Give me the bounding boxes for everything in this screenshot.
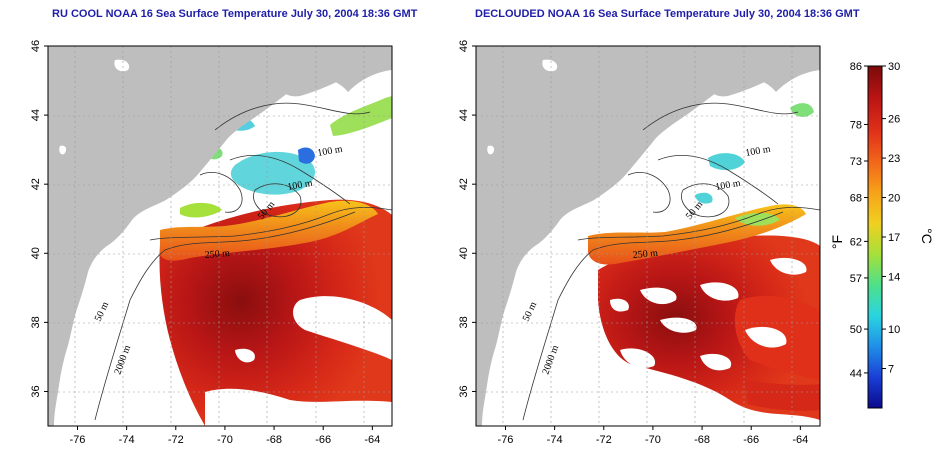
fahrenheit-tick-label: 68	[850, 193, 862, 205]
left-y-tick-label: 44	[30, 109, 42, 121]
right-cool-patch	[735, 212, 780, 226]
left-x-tick-label: -64	[364, 434, 380, 446]
fahrenheit-tick-label: 73	[850, 156, 862, 168]
left-cool-patch	[330, 96, 392, 136]
contour-label: 100 m	[317, 144, 344, 159]
left-x-tick-label: -68	[266, 434, 282, 446]
right-x-tick-label: -70	[645, 434, 661, 446]
left-land	[48, 46, 392, 426]
fahrenheit-unit-label: °F	[829, 235, 845, 249]
left-map-frame	[47, 45, 393, 427]
left-x-tick-label: -74	[119, 434, 135, 446]
left-map-panel: 100 m 100 m 50 m 250 m 50 m 2000 m -76 -7…	[30, 40, 393, 446]
colorbar-gradient	[867, 65, 883, 409]
left-warm-water	[159, 199, 392, 426]
right-y-tick-label: 40	[458, 247, 470, 259]
right-x-tick-label: -76	[498, 434, 514, 446]
right-cloud-gap	[620, 348, 656, 369]
right-x-tick-label: -66	[743, 434, 759, 446]
contour-label: 100 m	[745, 144, 772, 159]
right-y-tick-label: 38	[458, 316, 470, 328]
temperature-colorbar: 30 26 23 20 17 14 10 7 86 78 73 68 62 57 50 44 °F °C	[829, 61, 935, 409]
right-cloud-gap	[640, 287, 677, 305]
right-cool-patch	[695, 192, 713, 204]
celsius-tick-label: 26	[888, 114, 900, 126]
celsius-tick-label: 17	[888, 232, 900, 244]
celsius-tick-label: 14	[888, 271, 900, 283]
left-x-tick-label: -76	[70, 434, 86, 446]
left-y-tick-label: 40	[30, 247, 42, 259]
celsius-tick-label: 7	[888, 364, 894, 376]
right-y-tick-label: 42	[458, 178, 470, 190]
right-cloud-gap	[660, 317, 697, 333]
left-x-tick-label: -72	[168, 434, 184, 446]
left-cool-patch	[180, 202, 222, 218]
fahrenheit-tick-label: 44	[850, 368, 862, 380]
left-y-tick-label: 46	[30, 40, 42, 52]
left-cool-patch	[298, 147, 315, 164]
fahrenheit-tick-label: 57	[850, 273, 862, 285]
right-y-tick-label: 46	[458, 40, 470, 52]
right-lake	[487, 145, 495, 155]
right-graticule	[476, 46, 820, 426]
contour-label: 250 m	[632, 248, 658, 261]
celsius-tick-label: 20	[888, 193, 900, 205]
left-lake	[114, 59, 130, 72]
right-cool-patch	[790, 103, 814, 117]
left-bathymetry-contours	[94, 102, 392, 421]
right-x-tick-label: -68	[694, 434, 710, 446]
right-map-panel: 100 m 100 m 50 m 250 m 50 m 2000 m -76 -7…	[458, 40, 821, 446]
left-y-tick-label: 36	[30, 385, 42, 397]
right-y-tick-label: 36	[458, 385, 470, 397]
contour-label: 100 m	[715, 178, 742, 193]
left-panel-title: RU COOL NOAA 16 Sea Surface Temperature …	[52, 8, 418, 20]
right-cloud-gap	[610, 298, 629, 312]
fahrenheit-tick-label: 86	[850, 61, 862, 73]
contour-label: 100 m	[287, 178, 314, 193]
right-map-frame	[475, 45, 821, 427]
left-lake	[59, 145, 67, 155]
left-land	[279, 65, 355, 97]
left-y-tick-label: 38	[30, 316, 42, 328]
left-axes: -76 -74 -72 -70 -68 -66 -64 36 38 40 42 44 46	[30, 40, 380, 446]
contour-label: 250 m	[204, 248, 230, 261]
fahrenheit-tick-label: 78	[850, 119, 862, 131]
right-land	[476, 46, 820, 426]
left-cloud-gap	[235, 348, 255, 363]
right-x-tick-label: -74	[547, 434, 563, 446]
right-axes: -76 -74 -72 -70 -68 -66 -64 36 38 40 42 44 46	[458, 40, 808, 446]
left-x-tick-label: -70	[217, 434, 233, 446]
left-cool-patch	[230, 151, 316, 195]
right-cloud-gap	[700, 282, 739, 301]
right-y-tick-label: 44	[458, 109, 470, 121]
left-cloud-gap	[205, 388, 392, 426]
right-lake	[542, 59, 558, 72]
left-cloud-gap	[293, 296, 392, 360]
celsius-unit-label: °C	[919, 228, 935, 244]
right-panel-title: DECLOUDED NOAA 16 Sea Surface Temperatur…	[475, 8, 860, 20]
left-x-tick-label: -66	[315, 434, 331, 446]
celsius-tick-label: 10	[888, 324, 900, 336]
right-warm-water	[745, 380, 820, 411]
fahrenheit-tick-label: 50	[850, 324, 862, 336]
fahrenheit-tick-label: 62	[850, 236, 862, 248]
right-land	[707, 65, 783, 97]
celsius-tick-label: 23	[888, 153, 900, 165]
right-cloud-gap	[745, 326, 787, 348]
right-warm-water	[598, 235, 820, 420]
right-x-tick-label: -64	[792, 434, 808, 446]
right-x-tick-label: -72	[596, 434, 612, 446]
right-cloud-gap	[700, 353, 732, 371]
right-cool-patch	[708, 153, 745, 171]
colorbar-ticks: 30 26 23 20 17 14 10 7 86 78 73 68 62 57 50 44	[850, 61, 901, 380]
celsius-tick-label: 30	[888, 61, 900, 73]
right-cloud-gap	[770, 257, 807, 275]
left-graticule	[48, 46, 392, 426]
left-y-tick-label: 42	[30, 178, 42, 190]
